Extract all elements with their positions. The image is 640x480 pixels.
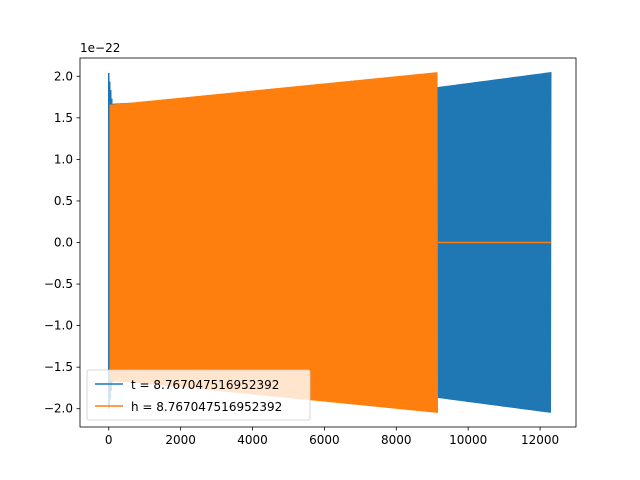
x-tick-label: 0 (105, 433, 113, 447)
x-tick-label: 4000 (237, 433, 268, 447)
x-tick-label: 12000 (521, 433, 559, 447)
legend-label-h: h = 8.767047516952392 (131, 400, 282, 414)
series-layer (108, 72, 552, 413)
y-tick-label: 0.0 (54, 236, 73, 250)
y-tick-label: −1.0 (44, 319, 73, 333)
y-tick-label: 1.5 (54, 111, 73, 125)
x-tick-label: 6000 (309, 433, 340, 447)
legend-box (86, 369, 311, 421)
y-tick-label: 1.0 (54, 152, 73, 166)
y-offset-label: 1e−22 (80, 41, 120, 55)
y-tick-label: −0.5 (44, 277, 73, 291)
y-axis: −2.0 −1.5 −1.0 −0.5 0.0 0.5 1.0 1.5 2.0 (44, 69, 80, 416)
y-tick-label: −1.5 (44, 360, 73, 374)
series-line-h (108, 72, 438, 413)
x-tick-label: 8000 (381, 433, 412, 447)
x-axis: 0 2000 4000 6000 8000 10000 12000 (105, 427, 559, 447)
x-tick-label: 2000 (165, 433, 196, 447)
y-tick-label: −2.0 (44, 402, 73, 416)
y-tick-label: 2.0 (54, 69, 73, 83)
y-tick-label: 0.5 (54, 194, 73, 208)
legend: t = 8.767047516952392 h = 8.767047516952… (86, 369, 311, 421)
x-tick-label: 10000 (449, 433, 487, 447)
legend-label-t: t = 8.767047516952392 (131, 378, 279, 392)
